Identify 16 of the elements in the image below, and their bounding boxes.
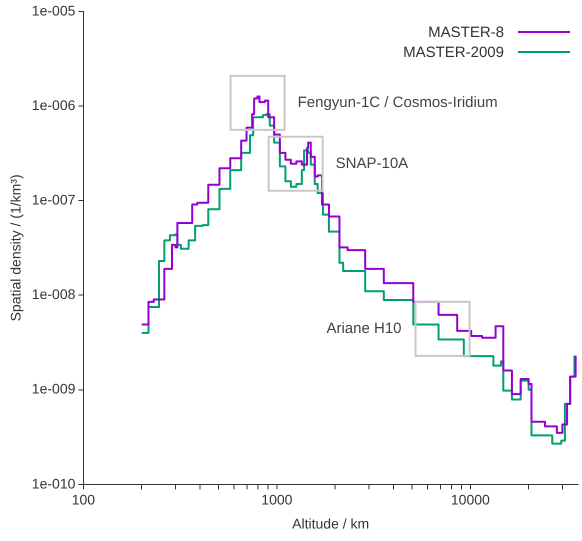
annotation: SNAP-10A	[336, 154, 408, 172]
x-tick-label: 1000	[261, 492, 293, 508]
x-tick-label: 10000	[450, 492, 490, 508]
y-tick-label: 1e-006	[32, 96, 76, 113]
legend-label: MASTER-2009	[403, 44, 504, 60]
y-tick-label: 1e-009	[32, 380, 76, 397]
y-tick-label: 1e-010	[32, 475, 76, 492]
y-tick-label: 1e-008	[32, 286, 76, 302]
annotation: Fengyun-1C / Cosmos-Iridium	[298, 94, 498, 111]
annotation: Ariane H10	[326, 320, 402, 338]
legend-label: MASTER-8	[428, 24, 504, 40]
y-tick-label: 1e-007	[32, 191, 76, 208]
x-tick-label: 100	[72, 492, 96, 508]
y-axis-title: Spatial density / (1/km³)	[7, 174, 24, 322]
y-tick-label: 1e-005	[32, 2, 76, 18]
x-axis-title: Altitude / km	[292, 515, 370, 532]
